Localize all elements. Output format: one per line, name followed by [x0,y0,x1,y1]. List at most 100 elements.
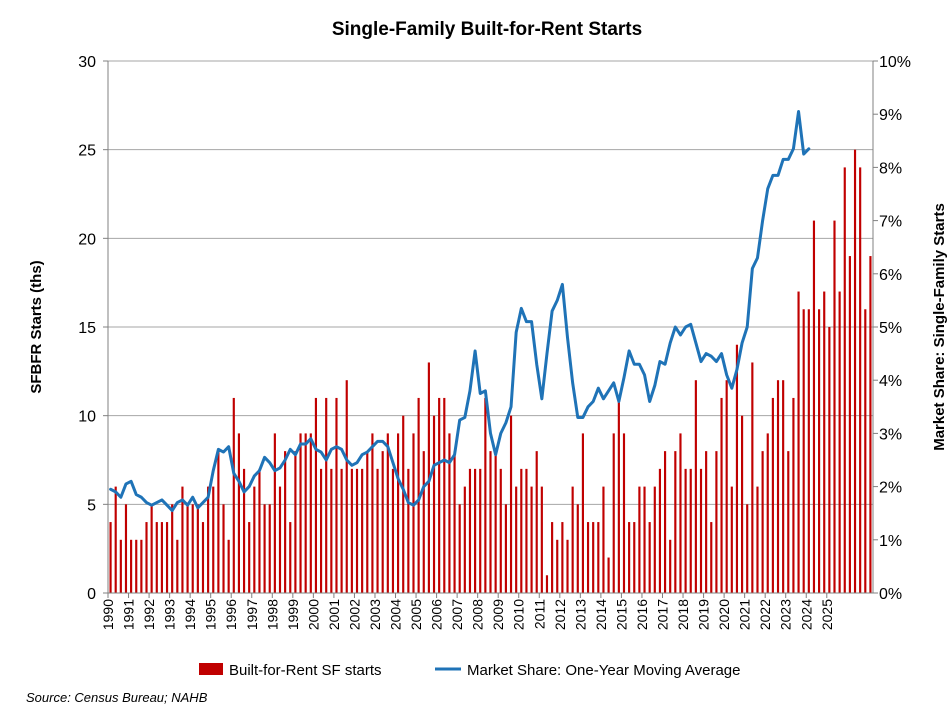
bar [807,309,810,593]
bar [325,397,328,593]
y-tick-label: 20 [78,231,96,248]
grid-lines [108,60,873,594]
bar [720,397,723,593]
bar [181,486,184,593]
bar [242,468,246,593]
bar [802,309,805,593]
bar [422,451,425,593]
chart-title: Single-Family Built-for-Rent Starts [332,19,642,40]
bar [391,468,395,593]
bar [114,486,117,593]
bar [284,451,287,593]
bar [237,433,241,593]
bar [376,468,379,593]
x-tick-label: 2016 [634,599,650,630]
bar [648,522,651,593]
x-tick-label: 2002 [346,599,362,630]
bar [484,397,487,593]
bar [725,380,728,593]
bar [289,522,292,593]
bar [160,522,163,593]
bar [812,220,816,593]
x-tick-label: 2024 [798,599,814,630]
bar [119,539,122,593]
y-tick-label: 0 [87,586,96,603]
bar [381,451,384,593]
bar [258,468,261,593]
bar [556,539,559,593]
bar [227,539,230,593]
y2-tick-label: 8% [879,160,902,177]
bar [653,486,656,593]
bar [248,522,251,593]
bar [432,415,436,593]
bar [350,468,353,593]
y2-tick-label: 10% [879,54,911,71]
bar [165,522,169,593]
legend-bar-swatch [199,663,223,675]
bar [699,468,703,593]
y2-tick-label: 4% [879,373,902,390]
bar [638,486,641,593]
y2-tick-label: 2% [879,480,902,497]
bar [371,433,374,593]
bar [217,451,220,593]
bar [771,397,774,593]
bar [602,486,605,593]
bar [207,486,210,593]
bar [689,468,692,593]
x-tick-label: 2004 [388,599,404,630]
bar-series [109,149,872,593]
bar [776,380,780,593]
x-tick-label: 1991 [121,599,137,630]
bar [843,167,846,593]
bar [586,522,590,593]
y-tick-label: 15 [78,320,96,337]
bar [171,504,174,593]
y-tick-label: 30 [78,54,96,71]
bar [859,167,862,593]
bar [515,486,518,593]
x-tick-label: 2018 [675,599,691,630]
bar [787,451,790,593]
bar [566,539,569,593]
bar [797,291,800,593]
bar [823,291,826,593]
bar [617,397,620,593]
bar [833,220,836,593]
y2-tick-label: 1% [879,533,902,550]
bar [612,433,615,593]
x-tick-label: 1999 [285,599,301,630]
x-tick-label: 1996 [223,599,239,630]
bar [397,433,400,593]
legend-line-label: Market Share: One-Year Moving Average [467,662,741,679]
bar [319,468,323,593]
x-tick-label: 2020 [716,599,732,630]
bar [869,256,872,593]
bar [155,522,158,593]
bar [468,468,472,593]
bar [412,433,415,593]
bar [848,256,851,593]
bar [540,486,543,593]
bar [633,522,636,593]
bar [191,504,194,593]
bar [330,468,333,593]
bar [448,433,451,593]
y2-tick-label: 7% [879,214,902,231]
x-tick-label: 1992 [141,599,157,630]
x-tick-label: 2017 [654,599,670,630]
bar [710,522,713,593]
bar [407,468,410,593]
bar [458,504,461,593]
market-share-line [109,110,811,513]
x-tick-label: 2012 [552,599,568,630]
bar [335,397,338,593]
bar [489,451,492,593]
bar [212,486,215,593]
bar [535,451,538,593]
bar [735,344,739,593]
bar [186,504,189,593]
x-tick-label: 1993 [162,599,178,630]
bar [504,504,507,593]
